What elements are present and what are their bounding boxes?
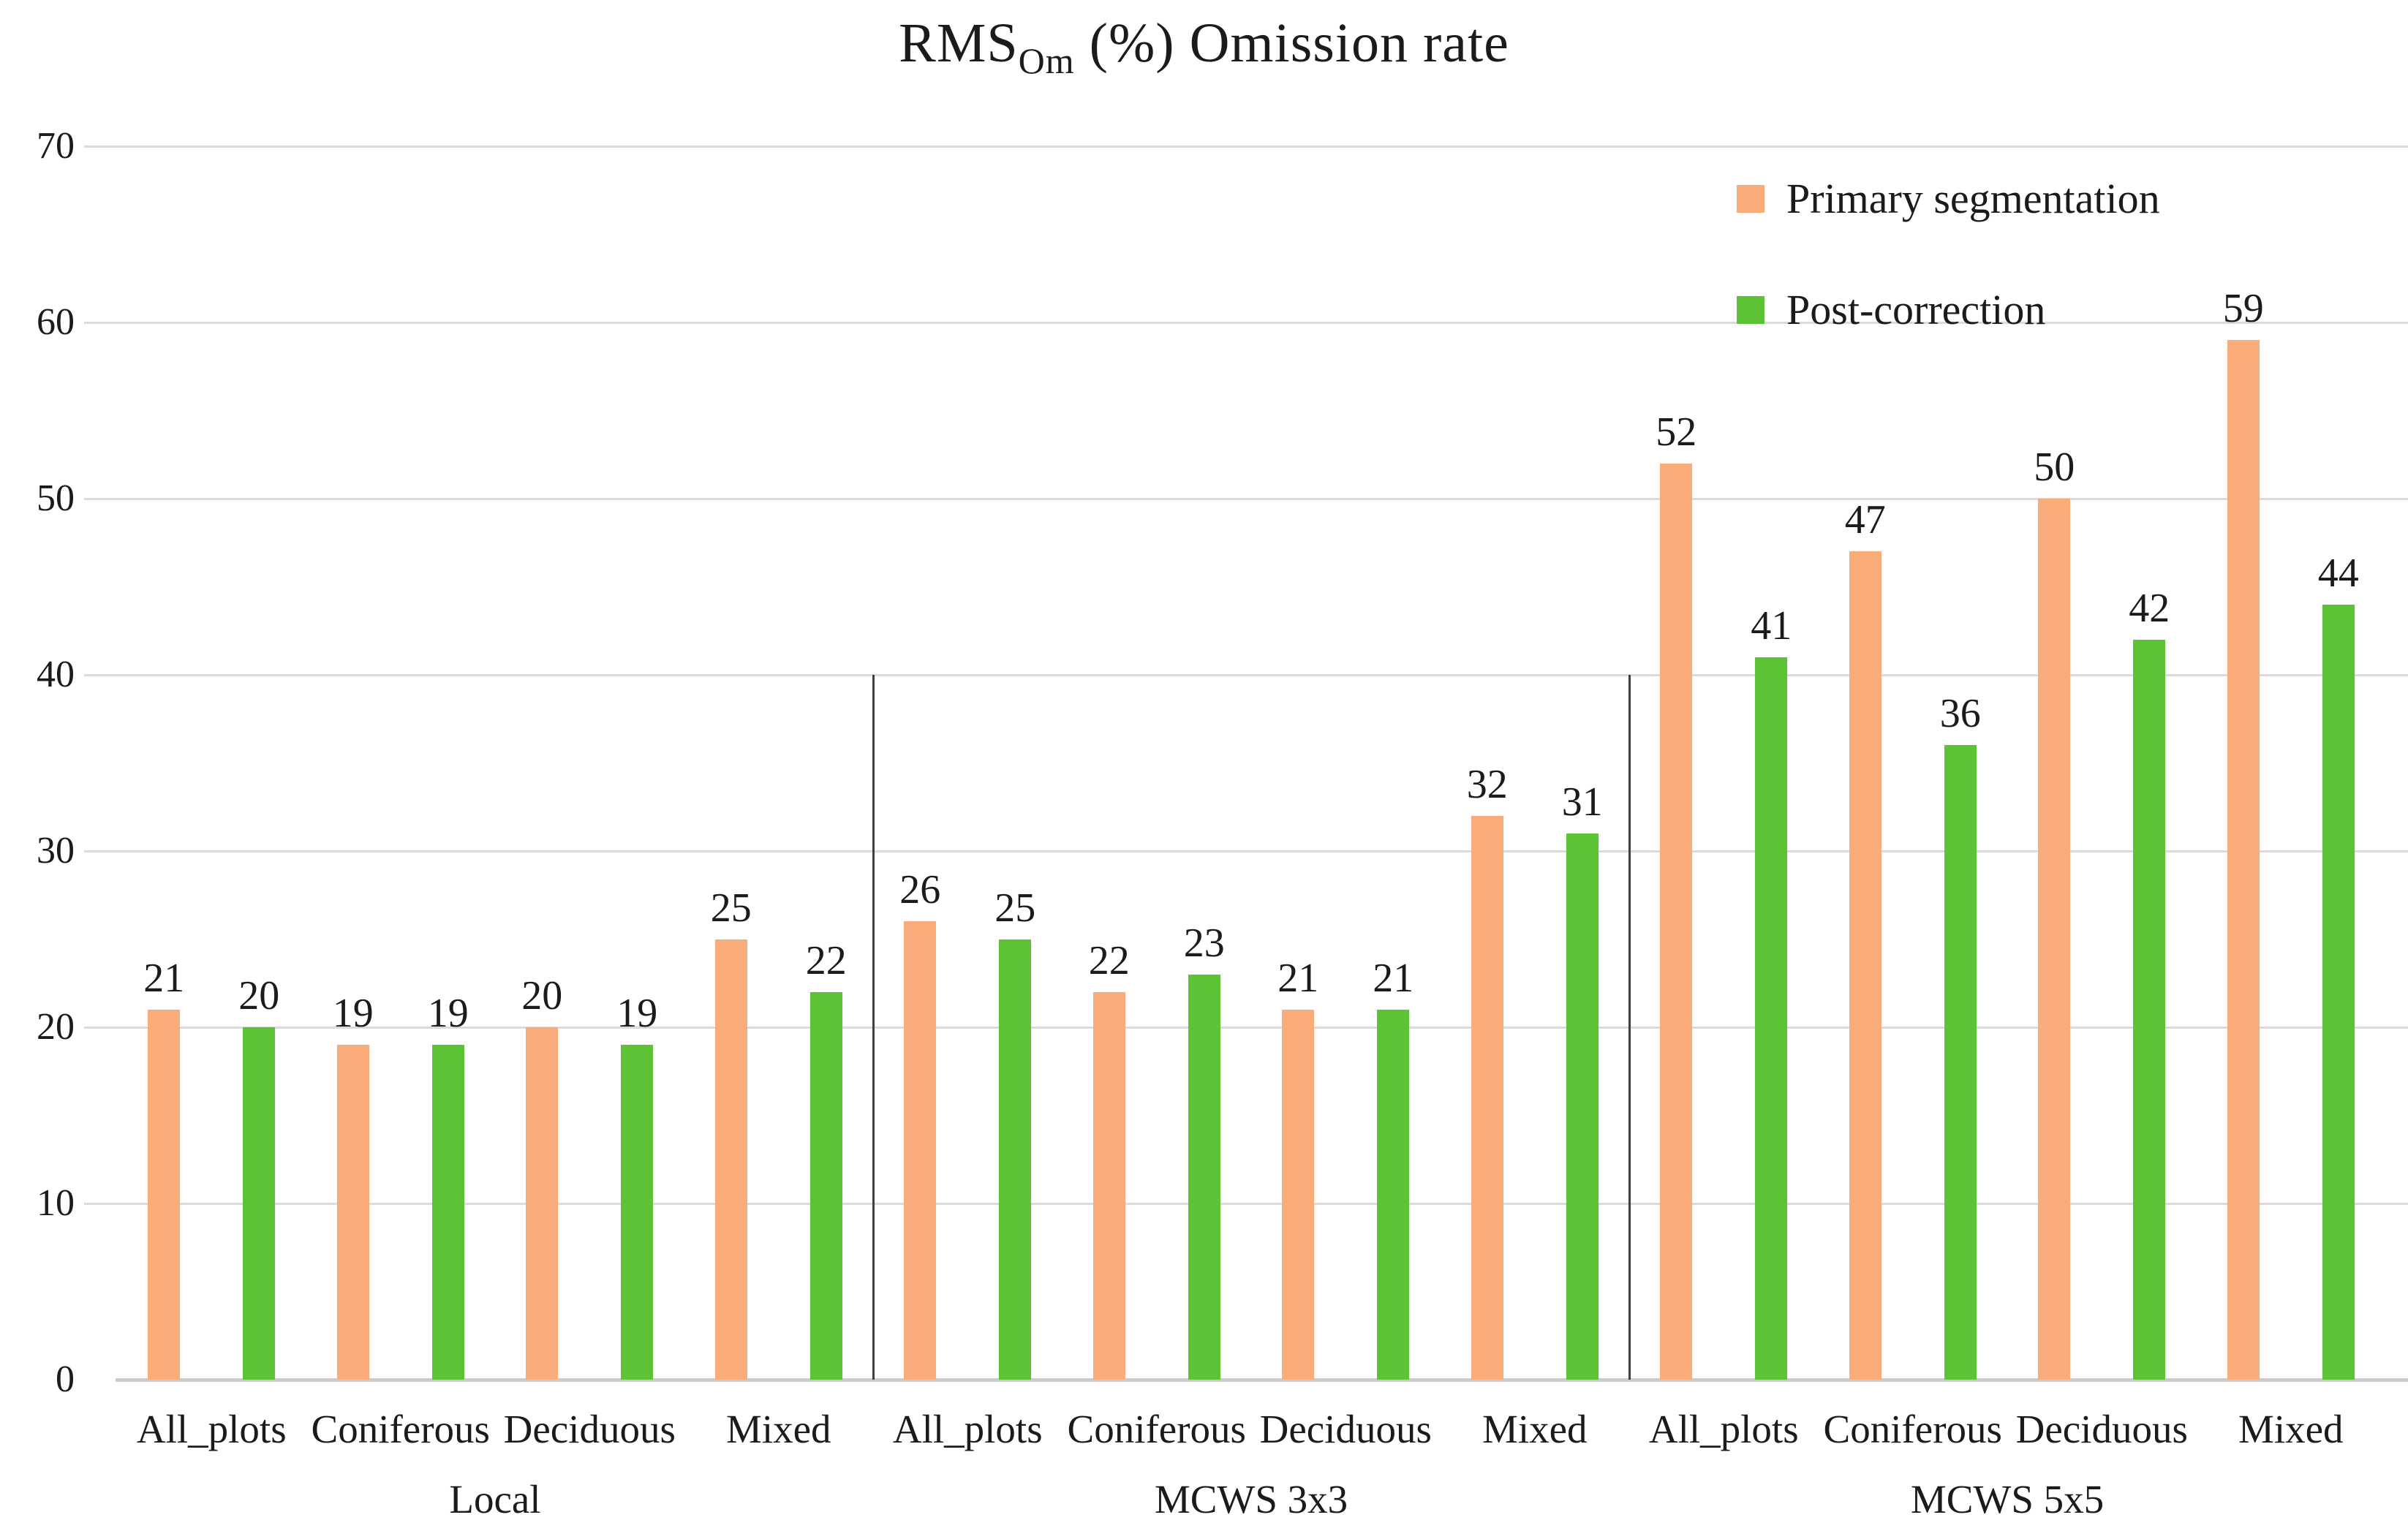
- bar-post-correction-10: [2133, 639, 2166, 1380]
- bar-value-label-primary-segmentation-5: 22: [1088, 937, 1130, 983]
- bar-post-correction-3: [809, 991, 842, 1380]
- bar-post-correction-2: [621, 1045, 654, 1380]
- gridline-60: [84, 322, 2408, 324]
- bar-primary-segmentation-7: [1471, 815, 1503, 1380]
- x-category-label-1: Coniferous: [311, 1407, 490, 1451]
- gridline-50: [84, 498, 2408, 500]
- y-tick-label-40: 40: [37, 654, 75, 695]
- bar-primary-segmentation-11: [2227, 340, 2260, 1380]
- x-category-label-2: Deciduous: [503, 1407, 676, 1451]
- group-divider-2: [1628, 675, 1631, 1380]
- bar-primary-segmentation-5: [1092, 991, 1125, 1380]
- y-tick-label-0: 0: [56, 1358, 75, 1400]
- legend-color-swatch-primary-segmentation: [1737, 184, 1765, 213]
- bar-value-label-post-correction-8: 41: [1751, 602, 1792, 649]
- bar-value-label-post-correction-10: 42: [2129, 585, 2170, 631]
- chart-title-subscript: Om: [1018, 40, 1075, 81]
- bar-value-label-primary-segmentation-4: 26: [899, 867, 941, 913]
- gridline-30: [84, 850, 2408, 853]
- bar-primary-segmentation-8: [1660, 463, 1693, 1380]
- chart-title: RMSOm (%) Omission rate: [0, 12, 2408, 82]
- legend-label-post-correction: Post-correction: [1786, 286, 2046, 333]
- y-tick-label-70: 70: [37, 125, 75, 167]
- x-category-label-9: Coniferous: [1823, 1407, 2002, 1451]
- bar-value-label-primary-segmentation-0: 21: [143, 955, 185, 1001]
- bar-value-label-post-correction-3: 22: [805, 937, 847, 983]
- bar-primary-segmentation-1: [336, 1045, 369, 1380]
- bar-value-label-post-correction-1: 19: [427, 991, 469, 1037]
- x-category-label-10: Deciduous: [2015, 1407, 2188, 1451]
- bar-post-correction-11: [2322, 604, 2355, 1380]
- bar-post-correction-4: [999, 939, 1032, 1380]
- bar-value-label-primary-segmentation-7: 32: [1466, 761, 1508, 807]
- bar-primary-segmentation-10: [2038, 499, 2071, 1380]
- bar-value-label-primary-segmentation-2: 20: [521, 973, 563, 1018]
- bar-post-correction-1: [431, 1045, 464, 1380]
- legend-label-primary-segmentation: Primary segmentation: [1786, 175, 2160, 222]
- y-tick-label-50: 50: [37, 477, 75, 519]
- bar-value-label-primary-segmentation-11: 59: [2222, 286, 2264, 332]
- bar-primary-segmentation-6: [1282, 1009, 1315, 1380]
- y-tick-label-20: 20: [37, 1006, 75, 1048]
- chart-title-prefix: RMS: [899, 12, 1019, 74]
- y-tick-label-60: 60: [37, 301, 75, 343]
- bar-post-correction-0: [243, 1027, 276, 1380]
- x-category-label-0: All_plots: [136, 1407, 287, 1451]
- bar-value-label-post-correction-9: 36: [1939, 691, 1981, 737]
- x-category-label-7: Mixed: [1482, 1407, 1588, 1451]
- x-category-label-5: Coniferous: [1067, 1407, 1246, 1451]
- bar-primary-segmentation-2: [526, 1027, 559, 1380]
- bar-primary-segmentation-0: [148, 1009, 181, 1380]
- bar-post-correction-6: [1377, 1009, 1410, 1380]
- x-category-label-3: Mixed: [725, 1407, 831, 1451]
- legend-row-post-correction: Post-correction: [1737, 285, 2046, 333]
- bar-value-label-primary-segmentation-1: 19: [332, 991, 374, 1037]
- gridline-40: [84, 674, 2408, 676]
- bar-post-correction-8: [1755, 657, 1788, 1380]
- legend-row-primary-segmentation: Primary segmentation: [1737, 174, 2160, 222]
- group-divider-1: [872, 675, 875, 1380]
- bar-value-label-primary-segmentation-10: 50: [2034, 445, 2075, 490]
- bar-post-correction-7: [1566, 833, 1599, 1380]
- bar-value-label-post-correction-0: 20: [238, 973, 280, 1018]
- bar-value-label-primary-segmentation-6: 21: [1277, 955, 1319, 1001]
- bar-post-correction-5: [1188, 974, 1220, 1380]
- gridline-10: [84, 1203, 2408, 1205]
- x-category-label-6: Deciduous: [1259, 1407, 1432, 1451]
- x-group-label-2: MCWS 5x5: [1910, 1477, 2105, 1521]
- bar-value-label-primary-segmentation-9: 47: [1844, 497, 1886, 543]
- gridline-70: [84, 145, 2408, 148]
- x-category-label-4: All_plots: [892, 1407, 1043, 1451]
- bar-value-label-primary-segmentation-3: 25: [710, 885, 752, 931]
- bar-post-correction-9: [1944, 745, 1977, 1380]
- bar-value-label-primary-segmentation-8: 52: [1656, 409, 1697, 455]
- x-group-label-1: MCWS 3x3: [1154, 1477, 1348, 1521]
- y-tick-label-30: 30: [37, 830, 75, 872]
- bar-value-label-post-correction-5: 23: [1183, 920, 1225, 966]
- bar-value-label-post-correction-7: 31: [1561, 779, 1603, 825]
- x-group-label-0: Local: [449, 1477, 541, 1521]
- bar-value-label-post-correction-6: 21: [1373, 955, 1414, 1001]
- bar-value-label-post-correction-11: 44: [2317, 550, 2359, 596]
- bar-primary-segmentation-9: [1849, 551, 1882, 1380]
- gridline-20: [84, 1027, 2408, 1029]
- legend-color-swatch-post-correction: [1737, 295, 1765, 324]
- chart-title-suffix: (%) Omission rate: [1074, 12, 1509, 74]
- x-category-label-11: Mixed: [2238, 1407, 2344, 1451]
- bar-primary-segmentation-4: [904, 921, 937, 1380]
- bar-primary-segmentation-3: [714, 939, 747, 1380]
- y-tick-label-10: 10: [37, 1182, 75, 1224]
- bar-value-label-post-correction-4: 25: [994, 885, 1036, 931]
- bar-value-label-post-correction-2: 19: [616, 991, 658, 1037]
- x-category-label-8: All_plots: [1648, 1407, 1799, 1451]
- gridline-0: [116, 1378, 2408, 1382]
